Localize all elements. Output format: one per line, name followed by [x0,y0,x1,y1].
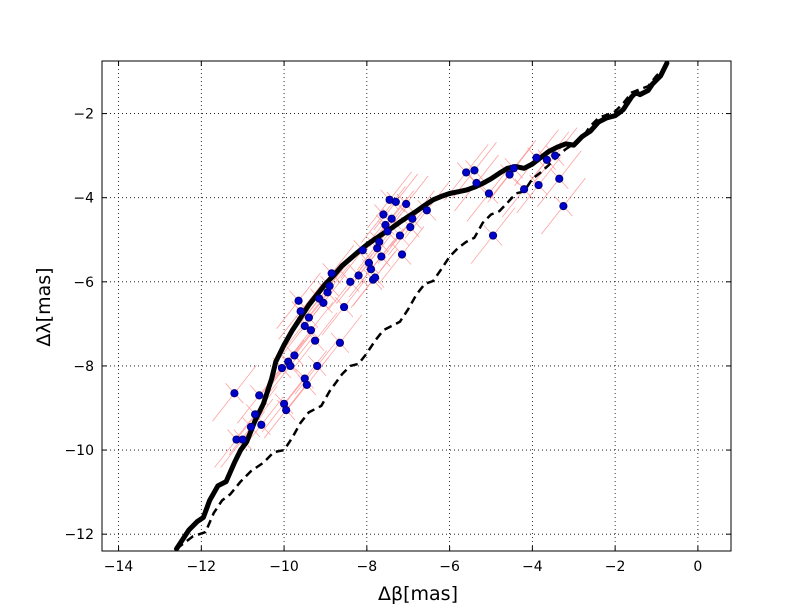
plot-frame [101,60,732,552]
data-point [387,214,396,223]
y-tick-label: −12 [64,527,94,543]
data-point [397,250,407,259]
data-point [346,277,355,286]
data-point [286,361,295,371]
data-point [488,231,498,240]
data-point [339,302,349,312]
data-point [246,422,256,432]
dashed-curve [175,64,668,550]
x-tick-label: −10 [269,559,299,575]
data-point [311,336,320,345]
data-point [319,298,328,307]
y-tick-label: −8 [73,359,94,375]
data-point [296,307,305,316]
data-point [282,405,291,415]
data-point [366,265,376,274]
data-point [327,269,336,278]
y-tick-label: −4 [73,191,94,207]
data-point [505,170,514,179]
y-tick-label: −10 [64,443,94,459]
data-point [257,420,266,429]
model-curves [174,61,670,551]
data-point [277,363,287,373]
data-point [402,199,411,209]
data-point [379,210,388,219]
data-point [559,202,568,211]
data-point [395,231,405,240]
x-tick-label: −14 [104,559,134,575]
data-point [302,380,311,389]
data-point [255,391,264,400]
data-point [300,321,309,331]
data-point [371,273,380,282]
error-bars [212,127,586,468]
data-point [304,313,314,322]
data-point [470,166,479,175]
data-point [509,164,518,173]
data-point [462,168,471,177]
data-point [406,223,415,232]
axis-ticks: −14 −12 −10 −8 −6 −4 −2 0 −12 −10 −8 −6 −4 −2 [64,61,731,575]
data-point [306,326,316,335]
data-point [484,189,494,198]
data-point [251,410,260,419]
x-tick-label: −4 [522,559,543,575]
x-tick-label: −8 [357,559,378,575]
y-axis-label: Δλ[mas] [33,267,55,346]
x-tick-label: −12 [187,559,217,575]
data-point [325,281,334,291]
data-point [238,435,247,444]
data-points [230,151,568,444]
data-point [375,237,384,246]
data-point [551,151,560,160]
data-point [290,351,299,360]
data-point [532,153,541,162]
grid [102,61,731,551]
y-tick-label: −6 [73,275,94,291]
data-point [555,174,564,183]
y-tick-label: −2 [73,107,94,123]
data-point [313,361,322,371]
x-tick-label: −6 [439,559,460,575]
data-point [519,185,529,194]
data-point [230,389,239,398]
data-point [391,197,400,207]
data-point [383,227,392,236]
data-point [354,271,363,280]
x-tick-label: 0 [693,559,702,575]
data-point [422,206,431,215]
data-point [294,296,303,305]
x-axis-label: Δβ[mas] [378,583,458,605]
data-point [472,178,481,188]
data-point [534,180,543,190]
data-point [408,214,417,223]
data-point [335,338,345,347]
data-point [377,252,386,261]
data-point [542,155,551,164]
x-tick-label: −2 [605,559,626,575]
solid-curve [174,61,670,551]
data-point [358,246,367,255]
